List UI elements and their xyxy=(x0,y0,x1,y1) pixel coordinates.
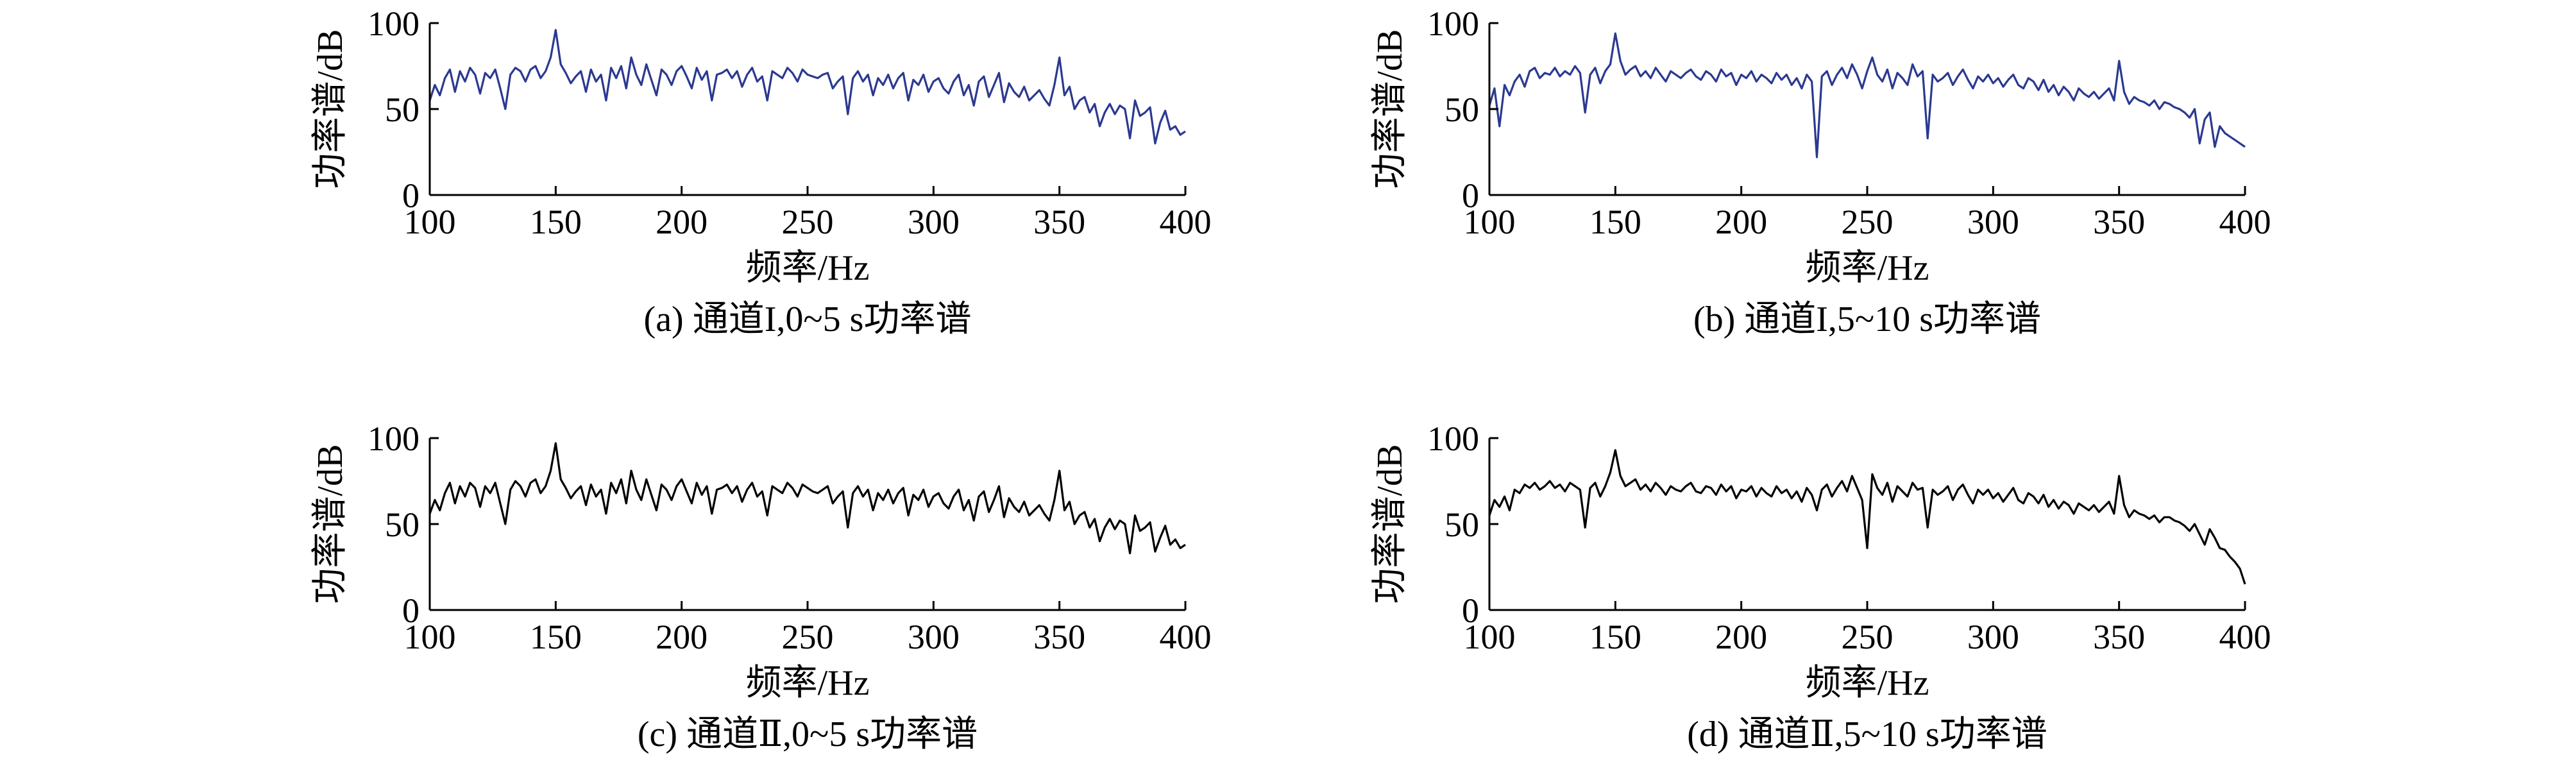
x-tick-label: 150 xyxy=(530,618,582,656)
tick-labels: 100 150 200 250 300 350 400 0 50 100 xyxy=(1427,419,2271,656)
y-tick-label: 100 xyxy=(1427,4,1479,43)
x-tick-label: 100 xyxy=(1464,618,1516,656)
y-tick-label: 100 xyxy=(1427,419,1479,458)
y-tick-label: 100 xyxy=(368,419,419,458)
x-tick-label: 350 xyxy=(1033,203,1085,241)
x-tick-label: 150 xyxy=(1589,618,1641,656)
y-axis-title: 功率谱/dB xyxy=(1370,30,1410,189)
panel-b: 100 150 200 250 300 350 400 0 50 100 功率谱/dB 频率/Hz… xyxy=(1370,4,2271,339)
x-axis-title: 频率/Hz xyxy=(746,663,870,703)
axes xyxy=(1488,437,2246,611)
panel-a: 100 150 200 250 300 350 400 0 50 100 功率谱/dB 频率/Hz… xyxy=(310,4,1212,339)
spectrum-line-group xyxy=(428,29,1186,145)
y-axis-title: 功率谱/dB xyxy=(1370,445,1410,604)
x-tick-label: 300 xyxy=(908,618,960,656)
y-tick-label: 50 xyxy=(385,505,419,544)
panel-caption: (d) 通道Ⅱ,5~10 s功率谱 xyxy=(1687,715,2047,754)
spectrum-line-group xyxy=(1488,32,2246,158)
spectrum-line-group xyxy=(1488,449,2246,585)
x-tick-label: 250 xyxy=(782,203,834,241)
panel-caption: (c) 通道Ⅱ,0~5 s功率谱 xyxy=(638,715,978,754)
tick-labels: 100 150 200 250 300 350 400 0 50 100 xyxy=(1427,4,2271,241)
x-tick-label: 350 xyxy=(2093,618,2145,656)
panel-d: 100 150 200 250 300 350 400 0 50 100 功率谱/dB 频率/Hz… xyxy=(1370,419,2271,754)
y-tick-label: 50 xyxy=(1445,90,1479,129)
x-tick-label: 350 xyxy=(2093,203,2145,241)
axes xyxy=(428,437,1187,611)
x-tick-label: 300 xyxy=(1967,618,2019,656)
y-tick-label: 0 xyxy=(402,176,419,215)
spectrum-line-group xyxy=(428,442,1186,555)
x-tick-label: 150 xyxy=(530,203,582,241)
y-tick-label: 50 xyxy=(385,90,419,129)
y-tick-label: 50 xyxy=(1445,505,1479,544)
tick-labels: 100 150 200 250 300 350 400 0 50 100 xyxy=(368,419,1212,656)
panel-caption: (b) 通道I,5~10 s功率谱 xyxy=(1693,300,2041,339)
x-tick-label: 300 xyxy=(908,203,960,241)
x-tick-label: 250 xyxy=(1842,203,1894,241)
x-tick-label: 400 xyxy=(1160,203,1212,241)
y-axis-title: 功率谱/dB xyxy=(310,30,350,189)
x-tick-label: 400 xyxy=(2219,618,2271,656)
x-tick-label: 250 xyxy=(782,618,834,656)
x-tick-label: 300 xyxy=(1967,203,2019,241)
spectrum-line xyxy=(428,29,1186,145)
spectrum-line xyxy=(1488,32,2246,158)
x-tick-label: 200 xyxy=(656,203,708,241)
spectrum-line xyxy=(428,442,1186,555)
x-tick-label: 200 xyxy=(1715,618,1767,656)
x-axis-title: 频率/Hz xyxy=(1806,663,1929,703)
tick-labels: 100 150 200 250 300 350 400 0 50 100 xyxy=(368,4,1212,241)
x-tick-label: 250 xyxy=(1842,618,1894,656)
x-tick-label: 100 xyxy=(404,203,456,241)
y-tick-label: 0 xyxy=(402,591,419,630)
x-tick-label: 200 xyxy=(656,618,708,656)
x-tick-label: 350 xyxy=(1033,618,1085,656)
y-tick-label: 100 xyxy=(368,4,419,43)
x-tick-label: 100 xyxy=(1464,203,1516,241)
x-tick-label: 400 xyxy=(1160,618,1212,656)
panel-caption: (a) 通道I,0~5 s功率谱 xyxy=(644,300,972,339)
x-tick-label: 100 xyxy=(404,618,456,656)
x-tick-label: 400 xyxy=(2219,203,2271,241)
spectrum-line xyxy=(1488,449,2246,585)
panel-c: 100 150 200 250 300 350 400 0 50 100 功率谱/dB 频率/Hz… xyxy=(310,419,1212,754)
x-axis-title: 频率/Hz xyxy=(746,248,870,288)
x-axis-title: 频率/Hz xyxy=(1806,248,1929,288)
x-tick-label: 200 xyxy=(1715,203,1767,241)
axes xyxy=(428,22,1187,196)
y-tick-label: 0 xyxy=(1462,176,1479,215)
y-tick-label: 0 xyxy=(1462,591,1479,630)
x-tick-label: 150 xyxy=(1589,203,1641,241)
axes xyxy=(1488,22,2246,196)
y-axis-title: 功率谱/dB xyxy=(310,445,350,604)
